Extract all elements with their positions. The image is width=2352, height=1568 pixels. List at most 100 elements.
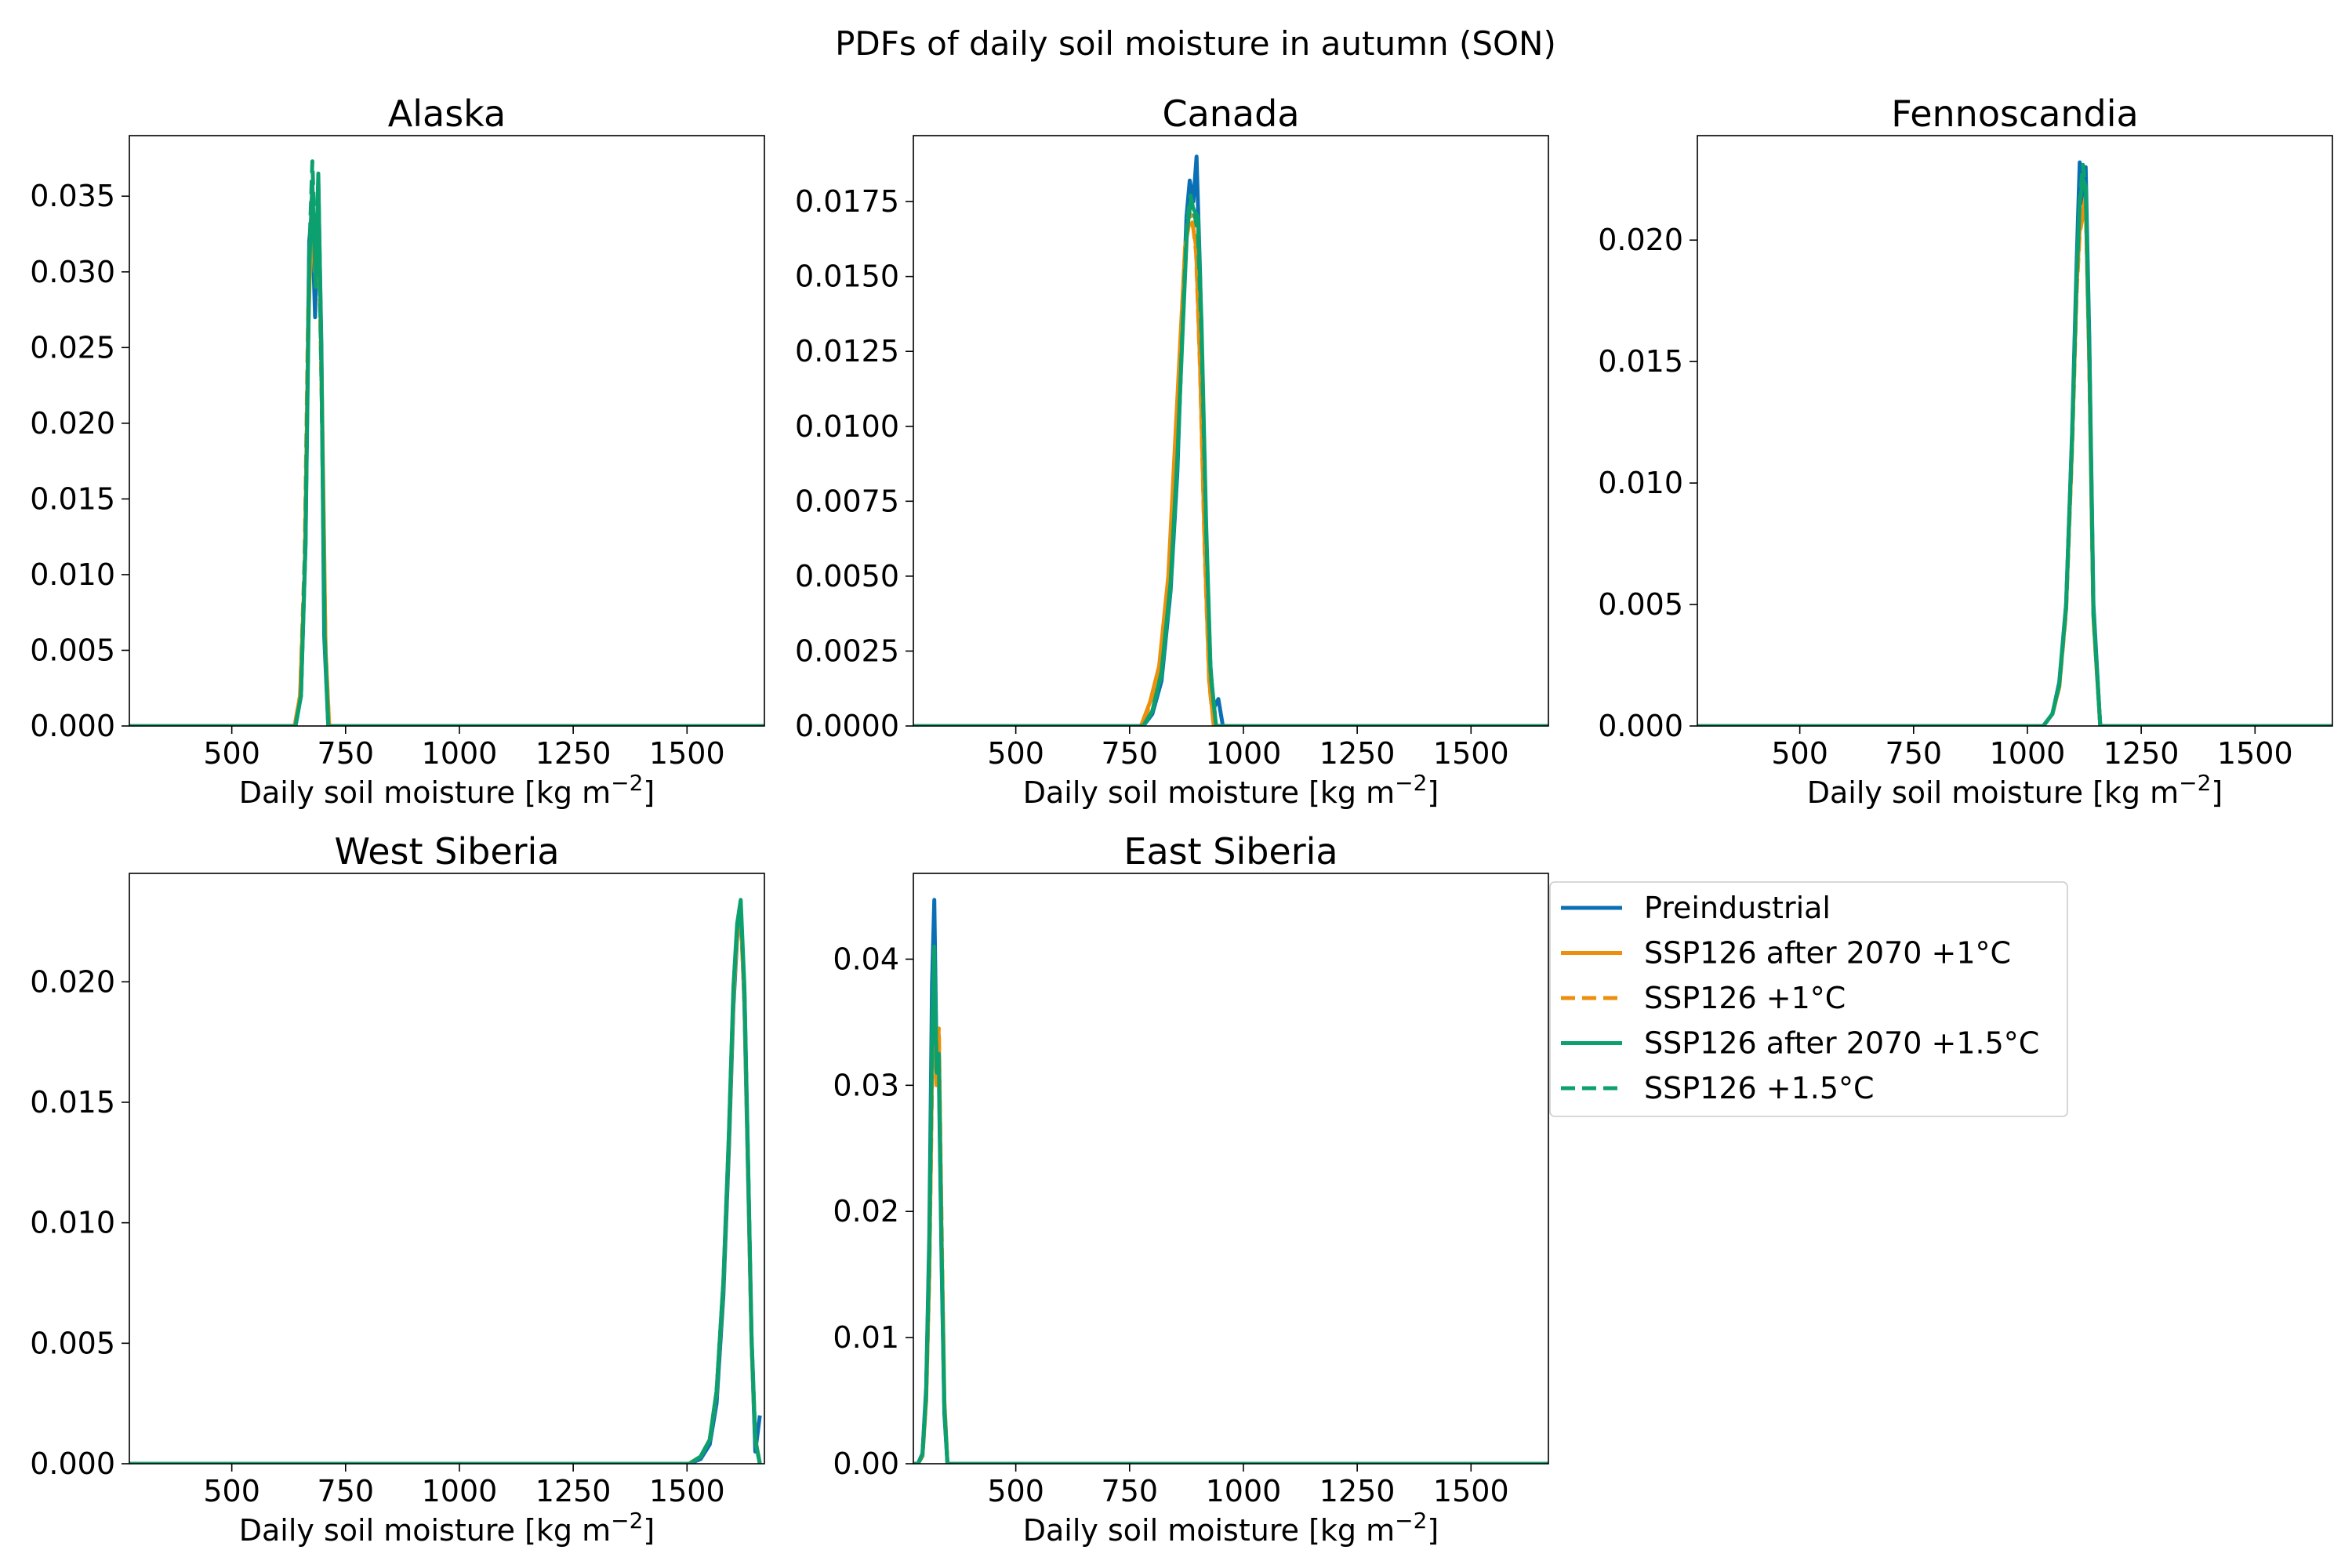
x-tick-label: 1500: [2217, 736, 2293, 771]
x-tick-label: 500: [987, 736, 1044, 771]
y-tick-label: 0.035: [30, 179, 115, 213]
y-tick-label: 0.000: [30, 1446, 115, 1481]
panel-title: East Siberia: [1123, 830, 1338, 873]
y-tick-label: 0.015: [30, 481, 115, 516]
panel-title: West Siberia: [334, 830, 559, 873]
legend-item-ssp126-1-5-c: SSP126 +1.5°C: [1561, 1071, 1875, 1105]
axes-frame: [129, 135, 765, 727]
x-tick-label: 750: [318, 736, 375, 771]
x-axis-label: Daily soil moisture [kg m−2]: [1023, 1508, 1439, 1548]
series-line-ssp126-1-5-c: [129, 905, 762, 1464]
series-group: [129, 898, 762, 1464]
series-line-ssp126-1-c: [913, 209, 1548, 726]
panel-west-siberia: West Siberia 500 750 1000 1250 1500 0.000 0.005…: [30, 830, 765, 1548]
x-tick-label: 1250: [535, 1474, 612, 1508]
x-tick-label: 1250: [2103, 736, 2180, 771]
x-tick-label: 750: [1102, 736, 1159, 771]
legend-item-preindustrial: Preindustrial: [1561, 891, 1831, 925]
series-line-preindustrial: [913, 154, 1548, 726]
y-tick-label: 0.0050: [795, 559, 899, 593]
series-line-ssp126-after-2070-1-c: [913, 220, 1548, 726]
y-tick-label: 0.000: [1598, 709, 1683, 743]
x-tick-label: 750: [1102, 1474, 1159, 1508]
panel-title: Alaska: [388, 93, 506, 135]
y-tick-label: 0.005: [1598, 587, 1683, 622]
x-tick-label: 1500: [1433, 1474, 1509, 1508]
x-tick-label: 750: [318, 1474, 375, 1508]
y-tick-label: 0.015: [30, 1085, 115, 1120]
x-tick-label: 1000: [422, 1474, 498, 1508]
y-tick-label: 0.0175: [795, 184, 899, 219]
panel-fennoscandia: Fennoscandia 500 750 1000 1250 1500 0.000 0.005…: [1598, 93, 2333, 810]
panel-alaska: Alaska 500 750 1000 1250 1500 0.000 0.005 0.010 0…: [30, 93, 765, 810]
y-tick-label: 0.0125: [795, 334, 899, 368]
y-tick-label: 0.010: [1598, 466, 1683, 500]
x-tick-label: 1500: [649, 1474, 725, 1508]
x-tick-label: 500: [987, 1474, 1044, 1508]
series-line-ssp126-1-c: [129, 916, 762, 1464]
x-tick-label: 500: [1771, 736, 1828, 771]
series-line-ssp126-after-2070-1-5-c: [129, 171, 764, 726]
y-tick-label: 0.025: [30, 330, 115, 365]
series-line-ssp126-after-2070-1-c: [129, 912, 762, 1464]
figure-title: PDFs of daily soil moisture in autumn (S…: [835, 24, 1556, 63]
series-line-ssp126-1-c: [129, 194, 764, 726]
series-line-ssp126-after-2070-1-5-c: [913, 944, 1548, 1464]
x-axis-label: Daily soil moisture [kg m−2]: [1023, 770, 1439, 810]
x-tick-label: 1250: [535, 736, 612, 771]
legend-label: SSP126 after 2070 +1.5°C: [1644, 1026, 2039, 1061]
legend-label: SSP126 +1.5°C: [1644, 1071, 1875, 1105]
x-tick-label: 1500: [1433, 736, 1509, 771]
panel-title: Canada: [1162, 93, 1299, 135]
series-group: [913, 154, 1548, 726]
axes-frame: [129, 873, 765, 1465]
x-tick-label: 1000: [1206, 1474, 1282, 1508]
y-tick-label: 0.010: [30, 557, 115, 592]
y-tick-label: 0.020: [30, 964, 115, 999]
series-line-ssp126-1-5-c: [913, 193, 1548, 726]
series-group: [913, 898, 1548, 1464]
y-tick-label: 0.02: [833, 1194, 899, 1229]
series-line-ssp126-1-5-c: [129, 159, 764, 726]
y-tick-label: 0.0075: [795, 484, 899, 518]
y-tick-label: 0.000: [30, 709, 115, 743]
panel-title: Fennoscandia: [1891, 93, 2138, 135]
y-tick-label: 0.0100: [795, 409, 899, 444]
series-line-ssp126-after-2070-1-5-c: [913, 199, 1548, 726]
x-tick-label: 1000: [1990, 736, 2066, 771]
series-line-preindustrial: [129, 902, 762, 1464]
x-tick-label: 1500: [649, 736, 725, 771]
y-tick-label: 0.005: [30, 1326, 115, 1360]
y-tick-label: 0.005: [30, 633, 115, 667]
legend-label: SSP126 +1°C: [1644, 981, 1846, 1015]
series-group: [129, 159, 764, 726]
axes-frame: [913, 873, 1549, 1465]
x-tick-label: 1000: [1206, 736, 1282, 771]
x-tick-label: 500: [203, 736, 260, 771]
y-tick-label: 0.010: [30, 1206, 115, 1240]
x-axis-label: Daily soil moisture [kg m−2]: [1807, 770, 2223, 810]
legend-label: SSP126 after 2070 +1°C: [1644, 936, 2011, 971]
legend-item-ssp126-after-2070-1-c: SSP126 after 2070 +1°C: [1561, 936, 2011, 971]
series-line-ssp126-1-5-c: [913, 956, 1548, 1464]
legend: Preindustrial SSP126 after 2070 +1°C SSP12…: [1549, 881, 2068, 1117]
x-axis-label: Daily soil moisture [kg m−2]: [239, 1508, 655, 1548]
x-tick-label: 1250: [1319, 736, 1396, 771]
legend-item-ssp126-after-2070-1-5-c: SSP126 after 2070 +1.5°C: [1561, 1026, 2039, 1061]
legend-item-ssp126-1-c: SSP126 +1°C: [1561, 981, 1846, 1015]
panel-east-siberia: East Siberia 500 750 1000 1250 1500 0.00 0.01 0.…: [833, 830, 1549, 1548]
y-tick-label: 0.03: [833, 1068, 899, 1102]
y-tick-label: 0.020: [1598, 223, 1683, 257]
y-tick-label: 0.015: [1598, 344, 1683, 379]
series-line-ssp126-after-2070-1-c: [913, 1007, 1548, 1464]
x-tick-label: 1000: [422, 736, 498, 771]
panel-canada: Canada 500 750 1000 1250 1500 0.0000 0.0025 0.00…: [795, 93, 1549, 810]
series-group: [1697, 160, 2332, 726]
series-line-ssp126-1-c: [913, 1020, 1548, 1464]
series-line-preindustrial: [129, 179, 764, 726]
series-line-ssp126-1-c: [1697, 201, 2332, 726]
series-line-ssp126-1-5-c: [1697, 162, 2332, 726]
series-line-ssp126-after-2070-1-c: [129, 194, 764, 726]
